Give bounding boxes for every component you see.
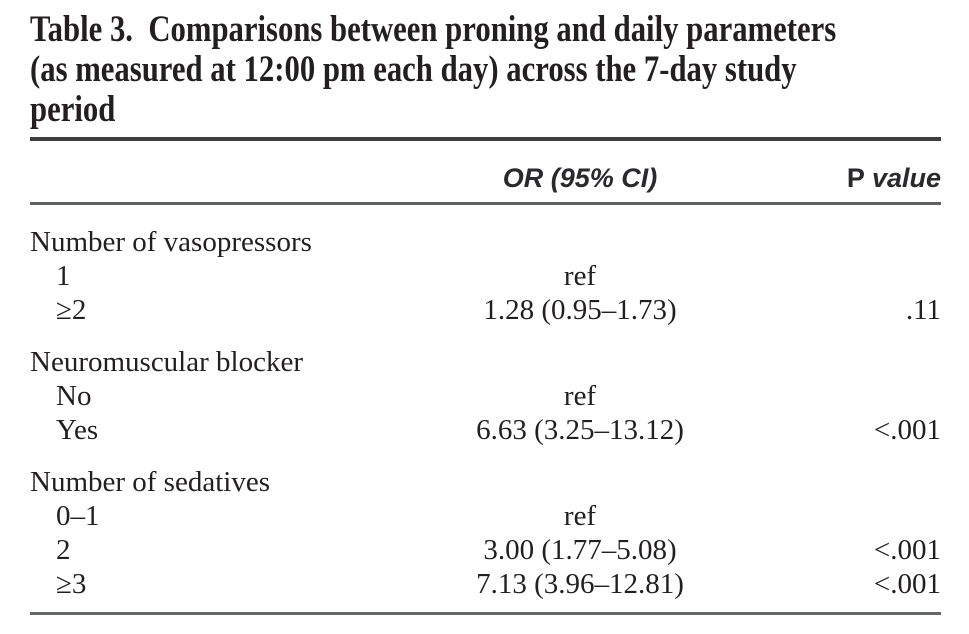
- row-p-value: [700, 379, 941, 413]
- row-label: Yes: [56, 414, 99, 446]
- row-p-value: [700, 225, 941, 259]
- row-label: 0–1: [56, 500, 100, 532]
- table-title-line-1: Table 3. Comparisons between proning and…: [30, 9, 837, 50]
- row-or-value: ref: [563, 380, 597, 412]
- row-or-value: 3.00 (1.77–5.08): [483, 534, 677, 566]
- row-p-value: <.001: [873, 414, 941, 446]
- row-p-value: <.001: [873, 568, 941, 600]
- column-header-p-italic: value: [871, 163, 941, 193]
- row-label: ≥2: [56, 294, 87, 326]
- row-p-value: [700, 259, 941, 293]
- row-p-value: <.001: [873, 534, 941, 566]
- row-label: Number of vasopressors: [30, 226, 312, 258]
- row-label: Number of sedatives: [30, 466, 270, 498]
- row-p-value: [700, 465, 941, 499]
- row-or-value: 7.13 (3.96–12.81): [476, 568, 684, 600]
- table-row: 1 ref: [30, 259, 941, 293]
- row-p-value: [700, 499, 941, 533]
- row-or-value: 6.63 (3.25–13.12): [476, 414, 684, 446]
- table-row: 0–1 ref: [30, 499, 941, 533]
- table-row: Number of vasopressors: [30, 225, 941, 259]
- table-row: ≥2 1.28 (0.95–1.73) .11: [30, 293, 941, 327]
- row-or-value: [460, 345, 700, 379]
- row-p-value: .11: [905, 294, 941, 326]
- table-row: No ref: [30, 379, 941, 413]
- table-row: Yes 6.63 (3.25–13.12) <.001: [30, 413, 941, 447]
- row-or-value: ref: [563, 260, 597, 292]
- table-row: Number of sedatives: [30, 465, 941, 499]
- row-or-value: [460, 225, 700, 259]
- row-label: Neuromuscular blocker: [30, 346, 303, 378]
- table-title: Table 3. Comparisons between proning and…: [30, 10, 941, 130]
- row-label: 1: [56, 260, 71, 292]
- table-top-rule: [30, 137, 941, 141]
- table-header-rule: [30, 202, 941, 205]
- row-or-value: [460, 465, 700, 499]
- row-p-value: [700, 345, 941, 379]
- row-label: No: [56, 380, 92, 412]
- row-or-value: ref: [563, 500, 597, 532]
- row-or-value: 1.28 (0.95–1.73): [483, 294, 677, 326]
- table-title-line-2: (as measured at 12:00 pm each day) acros…: [30, 49, 797, 90]
- table-title-line-3: period: [30, 89, 116, 130]
- row-label: ≥3: [56, 568, 87, 600]
- row-label: 2: [56, 534, 71, 566]
- table-bottom-rule: [30, 612, 941, 615]
- column-header-or: OR (95% CI): [502, 163, 658, 193]
- table-body: Number of vasopressors 1 ref ≥2 1.28 (0.…: [30, 205, 941, 606]
- table-row: ≥3 7.13 (3.96–12.81) <.001: [30, 567, 941, 601]
- table-row: Neuromuscular blocker: [30, 345, 941, 379]
- table-row: 2 3.00 (1.77–5.08) <.001: [30, 533, 941, 567]
- column-header-p-roman: P: [846, 163, 865, 193]
